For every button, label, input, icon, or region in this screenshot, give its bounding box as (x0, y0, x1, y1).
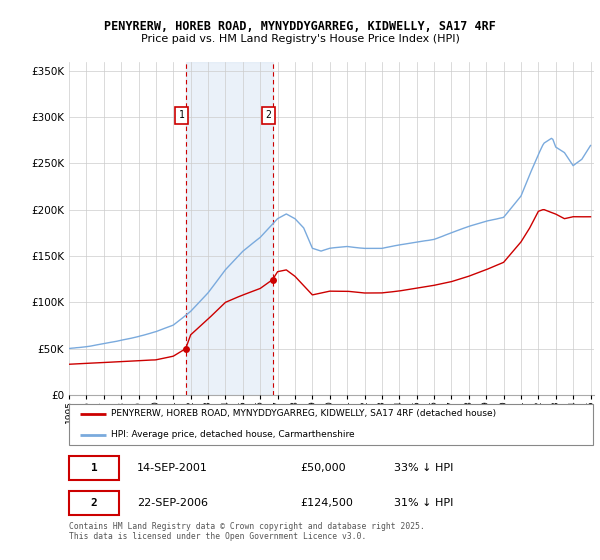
Text: £124,500: £124,500 (300, 498, 353, 507)
Text: 1: 1 (91, 463, 98, 473)
Text: Price paid vs. HM Land Registry's House Price Index (HPI): Price paid vs. HM Land Registry's House … (140, 34, 460, 44)
FancyBboxPatch shape (69, 404, 593, 445)
Text: 2: 2 (91, 498, 98, 507)
Text: 2: 2 (265, 110, 271, 120)
Text: Contains HM Land Registry data © Crown copyright and database right 2025.
This d: Contains HM Land Registry data © Crown c… (69, 522, 425, 542)
FancyBboxPatch shape (69, 456, 119, 479)
Text: 33% ↓ HPI: 33% ↓ HPI (395, 463, 454, 473)
FancyBboxPatch shape (69, 491, 119, 515)
Text: HPI: Average price, detached house, Carmarthenshire: HPI: Average price, detached house, Carm… (111, 430, 355, 439)
Text: 31% ↓ HPI: 31% ↓ HPI (395, 498, 454, 507)
Text: 22-SEP-2006: 22-SEP-2006 (137, 498, 208, 507)
Text: £50,000: £50,000 (300, 463, 346, 473)
Text: 1: 1 (178, 110, 184, 120)
Bar (185, 62, 272, 395)
Text: 14-SEP-2001: 14-SEP-2001 (137, 463, 208, 473)
Text: PENYRERW, HOREB ROAD, MYNYDDYGARREG, KIDWELLY, SA17 4RF: PENYRERW, HOREB ROAD, MYNYDDYGARREG, KID… (104, 20, 496, 32)
Text: PENYRERW, HOREB ROAD, MYNYDDYGARREG, KIDWELLY, SA17 4RF (detached house): PENYRERW, HOREB ROAD, MYNYDDYGARREG, KID… (111, 409, 496, 418)
